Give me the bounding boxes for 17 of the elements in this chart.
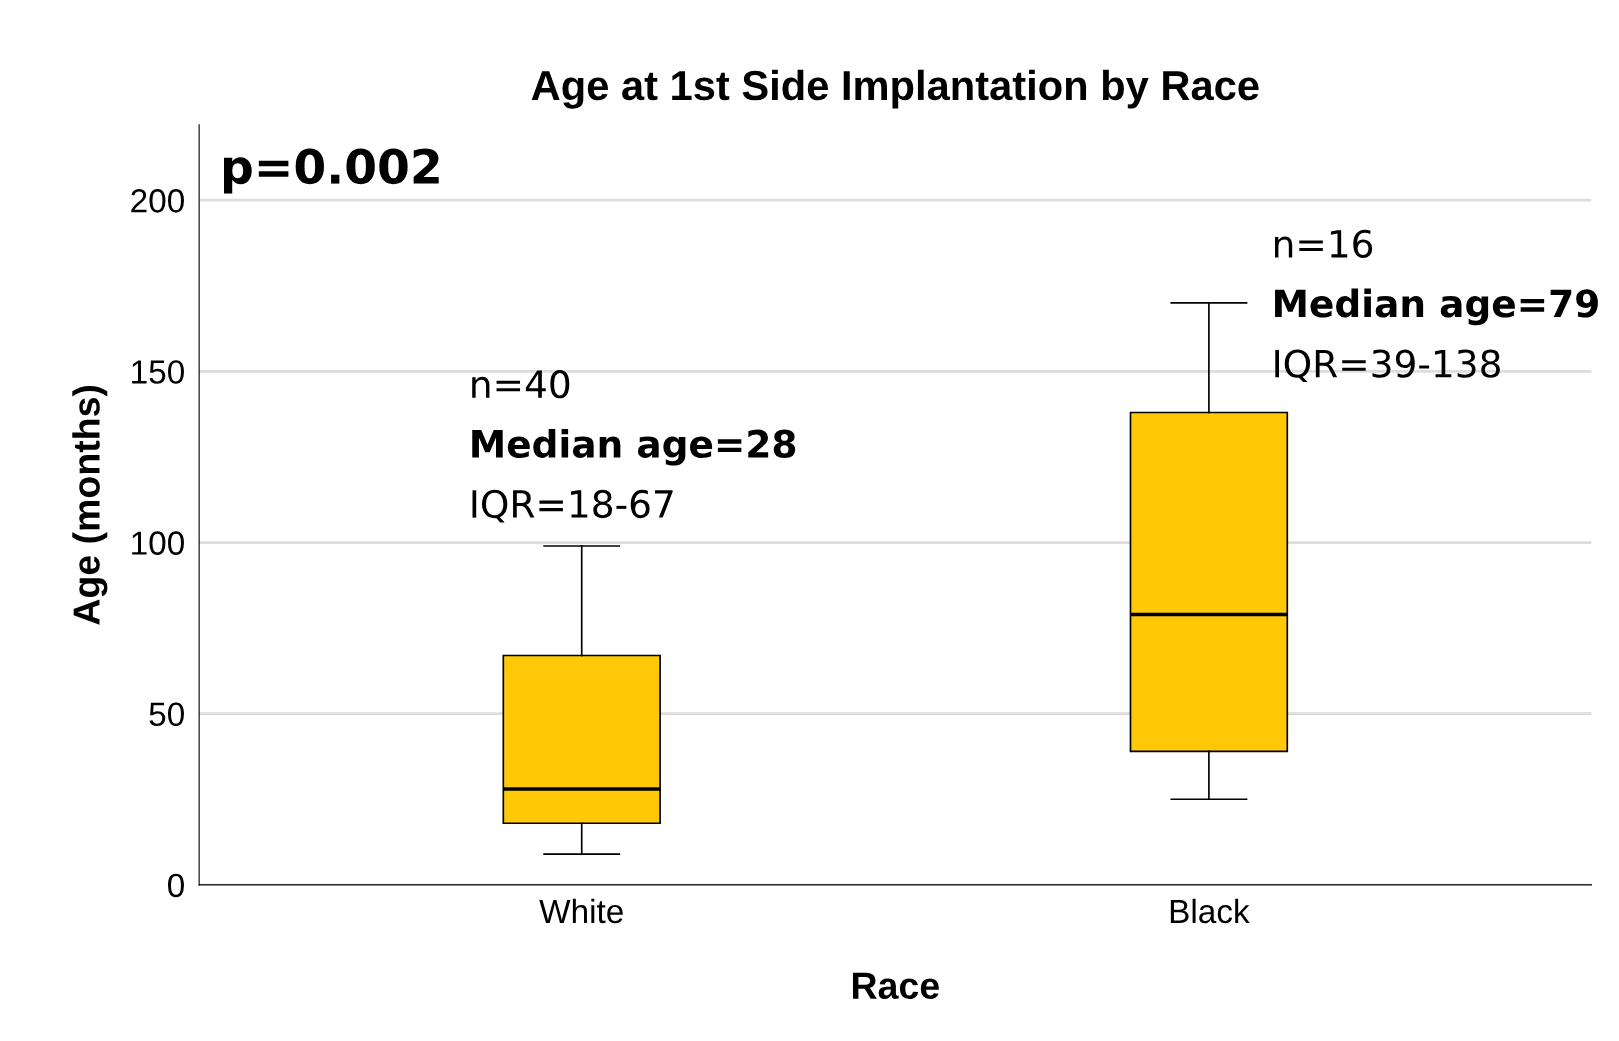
x-tick-label: White: [539, 898, 623, 924]
chart-title: Age at 1st Side Implantation by Race: [531, 69, 1259, 109]
annotation: p=0.002: [223, 148, 439, 194]
x-axis-title: Race: [852, 972, 939, 1000]
annotation: Median age=28: [472, 428, 796, 466]
y-tick-label: 150: [132, 360, 184, 384]
annotation: IQR=18-67: [472, 489, 673, 523]
y-tick-label: 0: [168, 873, 184, 898]
annotation: IQR=39-138: [1275, 349, 1500, 383]
y-tick-label: 100: [132, 531, 184, 555]
x-tick-label: Black: [1170, 898, 1250, 924]
annotation: n=40: [472, 369, 570, 399]
y-tick-label: 50: [149, 702, 184, 727]
y-tick-label: 200: [131, 189, 184, 213]
y-axis-title: Age (months): [72, 385, 108, 625]
annotation: n=16: [1275, 229, 1373, 258]
annotation: Median age=79: [1275, 288, 1598, 326]
